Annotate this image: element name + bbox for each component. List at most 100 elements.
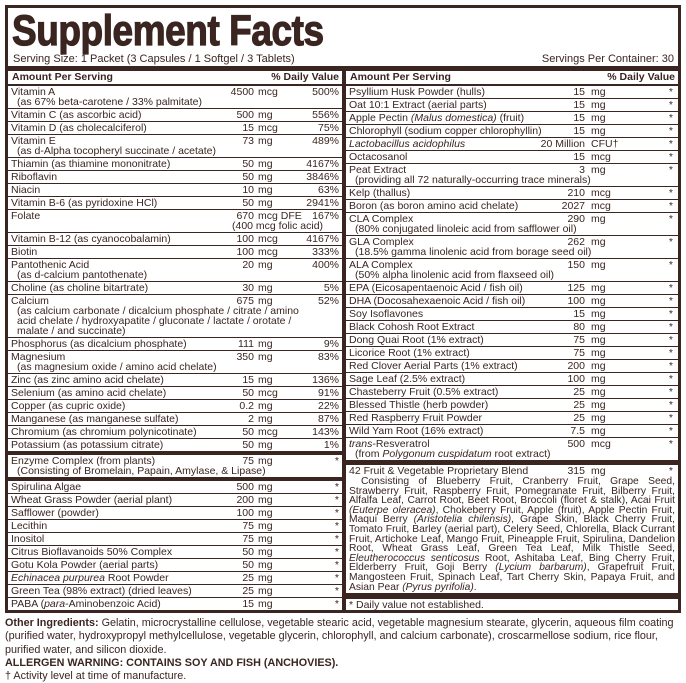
nutrient-name-text: DHA (Docosahexaenoic Acid / fish oil) (349, 295, 526, 307)
nutrient-name: Enzyme Complex (from plants) (8, 455, 342, 467)
nutrient-name-text: Boron (as boron amino acid chelate) (349, 200, 519, 212)
table-row: Potassium (as potassium citrate) 50 mg 1% (8, 439, 342, 455)
unit: mg (258, 533, 273, 545)
unit: mg (258, 559, 273, 571)
nutrient-name-text: Oat 10:1 Extract (aerial parts) (349, 99, 487, 111)
unit: mg (258, 572, 273, 584)
nutrient-name: Apple Pectin (Malus domestica) (fruit) (346, 112, 678, 124)
nutrient-name: Licorice Root (1% extract) (346, 347, 678, 359)
nutrient-name: Potassium (as potassium citrate) (8, 439, 342, 451)
column-header: Amount Per Serving % Daily Value (346, 71, 678, 86)
daily-value: 63% (317, 184, 339, 196)
nutrient-name: Red Raspberry Fruit Powder (346, 412, 678, 424)
heavy-rule (346, 593, 678, 600)
amount: 15 (573, 125, 585, 137)
daily-value: * (668, 295, 673, 307)
table-row: Psyllium Husk Powder (hulls) 15 mg * (346, 86, 678, 99)
unit: mg (258, 295, 273, 307)
daily-value: 5% (323, 282, 339, 294)
servings-per-container: Servings Per Container: 30 (541, 53, 674, 65)
daily-value: 143% (312, 426, 339, 438)
amount: 25 (573, 412, 585, 424)
nutrient-source: (400 mcg folic acid) (8, 220, 342, 232)
nutrient-source: (18.5% gamma linolenic acid from borage … (346, 247, 678, 258)
nutrient-name-text: Dong Quai Root (1% extract) (349, 334, 484, 346)
unit: mg (258, 455, 273, 467)
unit: mg (591, 347, 606, 359)
table-row: Magnesium 350 mg 83% (as magnesium oxide / a… (8, 351, 342, 374)
nutrient-name: Pantothenic Acid (8, 259, 342, 271)
table-row: Vitamin B-12 (as cyanocobalamin) 100 mcg 41… (8, 233, 342, 246)
daily-value: * (668, 164, 673, 176)
blend-ingredient-part-italic: (Pyrus pyrifolia) (402, 581, 474, 593)
nutrient-name-text-part: Apple Pectin (349, 112, 411, 124)
amount: 290 (567, 213, 585, 225)
nutrient-name: Niacin (8, 184, 342, 196)
daily-value: * (668, 138, 673, 150)
daily-value: 167% (312, 210, 339, 222)
unit: mg (591, 412, 606, 424)
unit: mg (591, 386, 606, 398)
daily-value: * (668, 308, 673, 320)
daily-value: 75% (317, 122, 339, 134)
daily-value: 22% (317, 400, 339, 412)
nutrient-source: acid chelate / hydroxyapatite / gluconat… (8, 316, 342, 327)
nutrient-name: Zinc (as zinc amino acid chelate) (8, 374, 342, 386)
nutrient-name-text: Peat Extract (349, 164, 407, 176)
table-row: Apple Pectin (Malus domestica) (fruit) 15… (346, 112, 678, 125)
nutrient-name-text-part-italic: Lactobacillus acidophilus (349, 138, 466, 150)
daily-value: 4167% (306, 233, 339, 245)
unit: mcg (258, 122, 278, 134)
table-row: Phosphorus (as dicalcium phosphate) 111 mg… (8, 338, 342, 351)
table-row: Calcium 675 mg 52% (as calcium carbonate / d… (8, 295, 342, 338)
nutrient-name-text-part-italic: (Malus domestica) (410, 112, 497, 124)
table-row: Vitamin B-6 (as pyridoxine HCl) 50 mg 2941% (8, 197, 342, 210)
nutrient-name: DHA (Docosahexaenoic Acid / fish oil) (346, 295, 678, 307)
table-row: Boron (as boron amino acid chelate) 2027 m… (346, 200, 678, 213)
table-row: Blessed Thistle (herb powder) 25 mg * (346, 399, 678, 412)
table-row: EPA (Eicosapentaenoic Acid / fish oil) 12… (346, 282, 678, 295)
nutrient-name-text: Manganese (as manganese sulfate) (11, 413, 179, 425)
nutrient-name-text: Pantothenic Acid (11, 259, 90, 271)
unit: mg (258, 158, 273, 170)
unit: mg (258, 351, 273, 363)
daily-value-footnote: * Daily value not established. (349, 599, 484, 612)
nutrient-name-text: CLA Complex (349, 213, 414, 225)
amount: 50 (242, 559, 254, 571)
nutrient-name-text: Wheat Grass Powder (aerial plant) (11, 494, 173, 506)
amount: 500 (236, 109, 254, 121)
nutrient-name: Echinacea purpurea Root Powder (8, 572, 342, 584)
nutrient-source-text: (as calcium carbonate / dicalcium phosph… (17, 305, 299, 317)
nutrient-name-text-part: Root Powder (104, 572, 169, 584)
blend-daily-value: * (668, 465, 673, 477)
table-row: Chlorophyll (sodium copper chlorophyllin… (346, 125, 678, 138)
nutrient-source-text: (Consisting of Bromelain, Papain, Amylas… (17, 465, 266, 477)
blend-unit: mg (591, 465, 606, 477)
other-ingredients-label: Other Ingredients: (5, 617, 99, 629)
nutrient-name: Green Tea (98% extract) (dried leaves) (8, 585, 342, 597)
unit: mcg (258, 246, 278, 258)
daily-value: * (334, 494, 339, 506)
unit: mg (258, 259, 273, 271)
table-row: Folate 670 mcg DFE 167% (400 mcg folic acid) (8, 210, 342, 233)
nutrient-name-text: Safflower (powder) (11, 507, 99, 519)
table-row: Wild Yam Root (16% extract) 7.5 mg * (346, 425, 678, 438)
nutrient-source-text: (400 mcg folic acid) (232, 220, 324, 232)
blend-ingredient-part-italic: (Lycium barbarum) (495, 562, 587, 574)
nutrient-name: Copper (as cupric oxide) (8, 400, 342, 412)
amount: 25 (573, 399, 585, 411)
amount: 670 (236, 210, 254, 222)
blend-ingredient-part: Root, Ashitaba Leaf, Bing Cherry Fruit, … (349, 552, 676, 574)
daily-value: * (668, 360, 673, 372)
nutrient-name: Wild Yam Root (16% extract) (346, 425, 678, 437)
amount: 262 (567, 236, 585, 248)
amount: 50 (242, 171, 254, 183)
daily-value: * (668, 334, 673, 346)
amount: 50 (242, 546, 254, 558)
daily-value: * (668, 425, 673, 437)
amount: 0.2 (239, 400, 254, 412)
daily-value: 333% (312, 246, 339, 258)
amount: 500 (236, 481, 254, 493)
daily-value: * (668, 86, 673, 98)
amount: 50 (242, 439, 254, 451)
